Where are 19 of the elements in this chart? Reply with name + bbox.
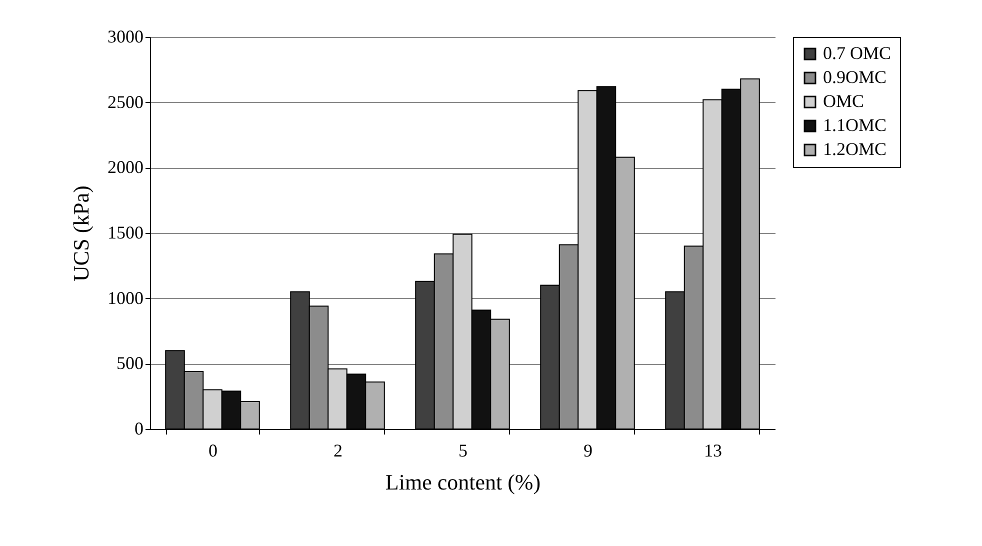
x-tick-label: 5 [458, 440, 468, 460]
y-tick-label: 2500 [108, 92, 144, 112]
y-tick-label: 0 [134, 418, 144, 438]
x-tick-label: 0 [208, 440, 218, 460]
y-axis-title: UCS (kPa) [68, 186, 94, 282]
y-tick-label: 1500 [108, 222, 144, 242]
y-tick-label: 1000 [108, 288, 144, 308]
legend-label: 1.1OMC [823, 115, 887, 135]
legend-label: 1.2OMC [823, 139, 887, 159]
y-tick-label: 3000 [108, 26, 144, 46]
x-tick-label: 13 [704, 440, 722, 460]
y-tick-label: 500 [116, 353, 144, 374]
x-axis-title: Lime content (%) [385, 470, 541, 494]
x-tick-label: 9 [584, 440, 592, 460]
legend-label: OMC [823, 91, 864, 111]
x-tick-label: 2 [334, 440, 342, 460]
legend-label: 0.7 OMC [823, 43, 892, 63]
legend-label: 0.9OMC [823, 67, 887, 87]
y-tick-label: 2000 [108, 157, 144, 178]
